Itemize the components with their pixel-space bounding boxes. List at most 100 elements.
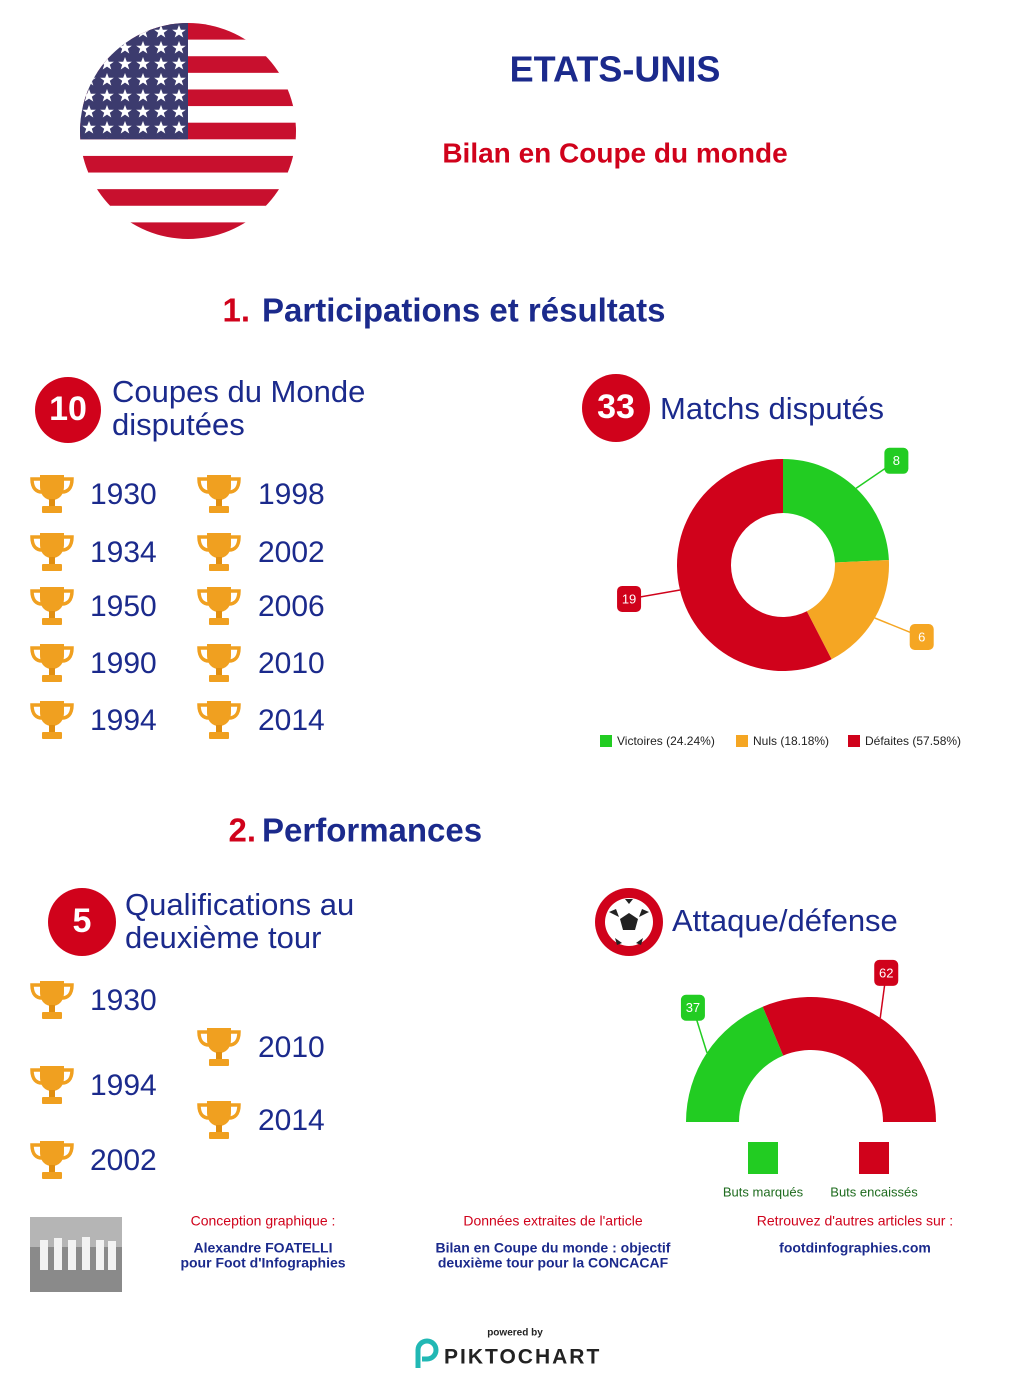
data-label: 37 (686, 1000, 700, 1015)
year: 2006 (258, 590, 325, 623)
trophy-icon (30, 642, 74, 684)
ball-patch (620, 913, 638, 930)
year: 1994 (90, 1069, 157, 1102)
trophy-icon (30, 1064, 74, 1106)
year: 1998 (258, 478, 325, 511)
usa-flag (80, 23, 296, 239)
trophy-icon (30, 531, 74, 573)
credit-heading: Retrouvez d'autres articles sur : (757, 1213, 953, 1229)
trophy-icon (30, 1139, 74, 1181)
flag-stripe (80, 23, 296, 41)
data-label-box (680, 994, 705, 1021)
credit-heading: Conception graphique : (191, 1213, 336, 1229)
count-label: Attaque/défense (672, 903, 898, 938)
count-label: Coupes du Monde (112, 374, 365, 409)
credit-heading: Données extraites de l'article (463, 1213, 643, 1229)
year: 1990 (90, 647, 157, 680)
legend-label: Victoires (24.24%) (617, 734, 715, 748)
year: 2002 (90, 1144, 157, 1177)
credit-text: Bilan en Coupe du monde : objectif (436, 1240, 671, 1256)
trophy-icon (197, 642, 241, 684)
year: 2002 (258, 536, 325, 569)
year: 2014 (258, 1104, 325, 1137)
count-badge (35, 377, 101, 443)
section-title: Participations et résultats (262, 292, 665, 329)
count-label: Qualifications au (125, 887, 354, 922)
trophy-icon (197, 585, 241, 627)
count-label: Matchs disputés (660, 391, 884, 426)
donut-slice (677, 459, 832, 672)
credit-text: footdinfographies.com (779, 1240, 931, 1256)
data-label-box (874, 959, 899, 986)
legend-label: Buts marqués (723, 1184, 804, 1199)
trophy-icon (30, 473, 74, 515)
photo-players (40, 1237, 116, 1270)
flag-stars (80, 25, 186, 138)
ball-icon (595, 888, 663, 956)
trophy-icon (197, 531, 241, 573)
gauge-slice (762, 997, 936, 1122)
year: 2010 (258, 647, 325, 680)
page-title: ETATS-UNIS (510, 49, 721, 90)
logo-mark (415, 1338, 439, 1368)
year: 1950 (90, 590, 157, 623)
year: 1930 (90, 478, 157, 511)
donut-slice (783, 459, 889, 563)
legend-swatch (736, 735, 748, 747)
section-number: 2. (228, 812, 256, 849)
year: 2010 (258, 1031, 325, 1064)
count: 5 (73, 902, 92, 940)
year: 2014 (258, 704, 325, 737)
count: 33 (597, 388, 635, 426)
legend-label: Buts encaissés (830, 1184, 918, 1199)
data-label-box (617, 585, 642, 612)
brand-logo (415, 1338, 439, 1368)
data-label: 19 (622, 591, 636, 606)
trophy-icon (30, 585, 74, 627)
credit-text: deuxième tour pour la CONCACAF (438, 1255, 669, 1271)
year: 1930 (90, 984, 157, 1017)
data-label-box (909, 624, 934, 650)
flag-stripe (80, 155, 296, 174)
legend-label: Défaites (57.58%) (865, 734, 961, 748)
trophy-icon (197, 1099, 241, 1141)
legend-label: Nuls (18.18%) (753, 734, 829, 748)
flag-stripe (80, 172, 296, 190)
credit-text: pour Foot d'Infographies (180, 1255, 345, 1271)
section-number: 1. (222, 292, 250, 329)
trophy-icon (30, 979, 74, 1021)
trophy-icon (30, 699, 74, 741)
gauge-slice (686, 1006, 784, 1122)
trophy-icon (197, 1026, 241, 1068)
credit-text: Alexandre FOATELLI (194, 1240, 333, 1256)
powered-by: powered by (487, 1328, 543, 1339)
legend-swatch (748, 1142, 778, 1174)
year: 1934 (90, 536, 157, 569)
flag-stripe (80, 39, 296, 57)
section-title: Performances (262, 812, 482, 849)
flag-stripe (80, 205, 296, 223)
flag-stripe (80, 139, 296, 157)
trophy-icon (197, 699, 241, 741)
count: 10 (49, 390, 87, 428)
data-label-box (884, 447, 909, 474)
trophy-icon (197, 473, 241, 515)
flag-stripe (80, 189, 296, 207)
data-label: 8 (893, 453, 900, 468)
flag-stripe (80, 222, 296, 239)
year: 1994 (90, 704, 157, 737)
count-badge (48, 888, 116, 956)
credits: Conception graphique : Alexandre FOATELLI… (180, 1213, 953, 1271)
count-label: disputées (112, 407, 245, 442)
data-label: 62 (879, 965, 893, 980)
legend-swatch (600, 735, 612, 747)
data-label: 6 (918, 629, 925, 644)
page-subtitle: Bilan en Coupe du monde (442, 137, 787, 168)
footer-photo (30, 1217, 122, 1292)
count-label: deuxième tour (125, 920, 321, 955)
legend-swatch (848, 735, 860, 747)
count-badge (582, 374, 650, 442)
